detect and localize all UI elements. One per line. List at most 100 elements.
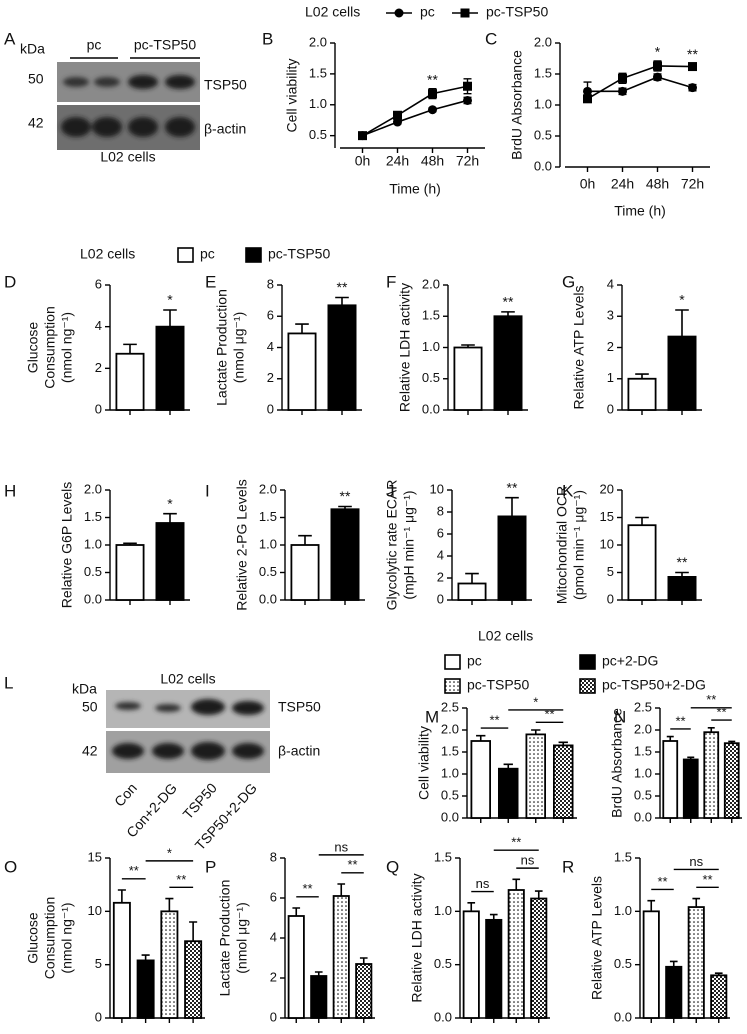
line [587, 65, 693, 100]
y-tick-label: 2.0 [309, 34, 327, 49]
y-tick-label: 0.5 [441, 787, 459, 802]
panel-letter: M [425, 707, 439, 726]
x-tick-label: 48h [646, 176, 669, 192]
y-tick-label: 0.0 [614, 1009, 632, 1024]
error-bar [123, 343, 137, 354]
y-tick-label: 4 [607, 276, 614, 291]
bar [462, 910, 480, 1019]
significance: ** [702, 872, 712, 887]
significance: * [655, 44, 661, 60]
y-tick-label: 1.0 [441, 765, 459, 780]
bar [507, 889, 525, 1019]
point [393, 110, 402, 120]
bar [470, 740, 491, 819]
y-tick-label: 1.5 [422, 308, 440, 323]
bar [287, 915, 305, 1019]
y-axis-label: (nmol ng⁻¹) [59, 312, 75, 383]
y-tick-label: 0.0 [634, 809, 652, 824]
y-tick-label: 4 [437, 547, 444, 562]
error-bar [534, 890, 543, 899]
legend-label: pc [467, 653, 482, 669]
panel-letter: B [262, 29, 273, 48]
bar [155, 325, 185, 411]
blot-a: A kDa 50 42 pc pc-TSP50 TSP50 β-actin L0… [4, 29, 247, 164]
bar [627, 524, 657, 601]
y-tick-label: 0 [607, 591, 614, 606]
significance: * [533, 694, 538, 709]
point [618, 73, 627, 83]
bar [497, 515, 527, 601]
y-axis-label: Relative G6P Levels [59, 482, 75, 609]
y-axis-label: Mitochondrial OCR [554, 486, 570, 604]
error-bar [359, 957, 368, 964]
bar [355, 963, 373, 1019]
y-tick-label: 1.5 [634, 743, 652, 758]
y-axis-label: Consumption [42, 306, 58, 389]
bar [687, 906, 705, 1019]
y-axis-label: (nmol μg⁻¹) [231, 312, 247, 383]
panel-letter: K [562, 481, 574, 500]
y-tick-label: 8 [437, 503, 444, 518]
y-tick-label: 5 [607, 564, 614, 579]
y-tick-label: 0 [267, 401, 274, 416]
legend-swatch [579, 678, 596, 694]
y-tick-label: 0.0 [441, 809, 459, 824]
y-tick-label: 2 [267, 370, 274, 385]
y-axis-label: Glycolytic rate ECAR [384, 480, 400, 611]
error-bar [675, 309, 689, 337]
bar [327, 304, 357, 411]
bar [497, 767, 519, 819]
y-tick-label: 2.0 [534, 34, 552, 49]
blot-marker: 42 [28, 115, 44, 131]
y-tick-label: 1.0 [422, 339, 440, 354]
blot-group: pc-TSP50 [134, 37, 196, 53]
legend-swatch [245, 247, 262, 263]
bar [155, 522, 185, 601]
y-tick-label: 0 [95, 401, 102, 416]
legend-label: pc-TSP50 [467, 677, 529, 693]
bar [710, 974, 728, 1019]
bar [136, 959, 155, 1019]
point [463, 81, 472, 91]
error-bar [163, 309, 177, 327]
y-tick-label: 5 [95, 956, 102, 971]
y-tick-label: 10 [88, 903, 102, 918]
blot-group: pc [87, 37, 102, 53]
error-bar [692, 897, 701, 908]
bar [667, 576, 697, 601]
bar [115, 544, 145, 601]
panel-letter: F [386, 272, 396, 291]
blot-protein: β-actin [204, 121, 246, 137]
significance: ** [675, 713, 685, 728]
legend-marker [460, 8, 470, 18]
y-tick-label: 6 [267, 308, 274, 323]
blot-caption: L02 cells [100, 149, 155, 165]
bar [553, 744, 574, 819]
line [362, 99, 468, 137]
x-tick-label: 24h [386, 153, 409, 169]
point [393, 117, 402, 127]
significance: ** [544, 707, 554, 722]
error-bar [635, 516, 649, 526]
y-tick-label: 0.0 [84, 591, 102, 606]
legend-title: L02 cells [80, 246, 135, 262]
significance: ** [677, 554, 688, 570]
panel-letter: R [562, 857, 574, 876]
panel-letter: Q [386, 857, 399, 876]
error-bar [298, 534, 312, 545]
panel-letter: I [205, 481, 210, 500]
point [583, 86, 592, 96]
point [463, 95, 472, 105]
y-axis-label: Lactate Production [217, 880, 233, 997]
error-bar [292, 907, 301, 916]
y-axis-label: BrdU Absorbance [609, 708, 625, 818]
blot-bands [61, 75, 195, 137]
y-tick-label: 8 [270, 849, 277, 864]
significance: ** [489, 712, 499, 727]
y-tick-label: 0.0 [422, 401, 440, 416]
x-tick-label: 48h [421, 153, 444, 169]
line [587, 76, 693, 93]
panel-letter: A [4, 29, 16, 48]
significance: ** [337, 279, 348, 295]
